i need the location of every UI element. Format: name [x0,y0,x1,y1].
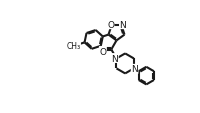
Text: O: O [99,47,106,56]
Text: N: N [111,54,118,63]
Text: O: O [107,21,113,29]
Text: N: N [131,65,137,74]
Text: N: N [119,21,126,29]
Text: CH₃: CH₃ [66,41,80,50]
